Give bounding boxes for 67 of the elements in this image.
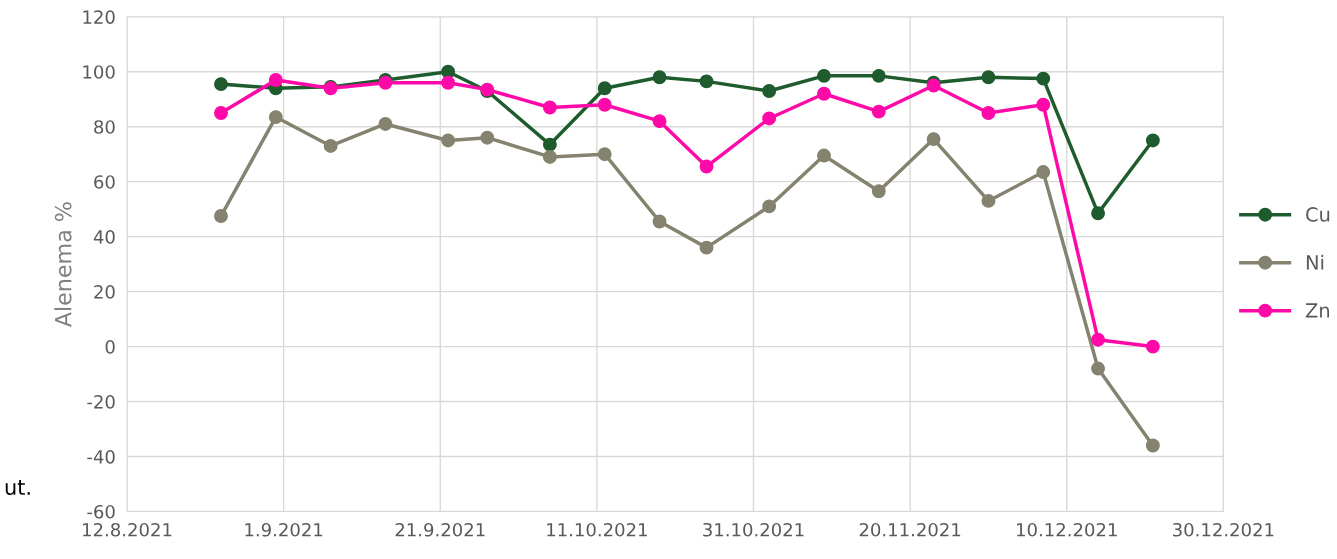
point: [871, 104, 886, 119]
point: [871, 68, 886, 83]
point: [981, 70, 996, 85]
x-tick-label: 30.12.2021: [1173, 522, 1274, 537]
x-tick-label: 1.9.2021: [245, 522, 323, 537]
y-tick-label: 0: [105, 340, 115, 354]
y-tick-label: 20: [94, 285, 115, 299]
point: [1145, 438, 1160, 453]
point: [652, 70, 667, 85]
y-tick-label: -60: [87, 504, 115, 519]
point: [323, 139, 338, 153]
y-tick-label: 60: [94, 175, 115, 189]
x-tick-label: 20.11.2021: [859, 522, 961, 537]
point: [762, 111, 777, 126]
point: [441, 133, 456, 148]
y-tick-label: 80: [94, 120, 115, 134]
point: [378, 117, 393, 131]
point: [981, 193, 996, 208]
point: [542, 137, 557, 152]
point: [1036, 165, 1051, 180]
point: [597, 81, 612, 96]
point: [1091, 206, 1106, 221]
x-tick-label: 10.12.2021: [1017, 522, 1117, 537]
point: [871, 184, 886, 199]
point: [542, 100, 557, 115]
point: [926, 132, 941, 147]
y-tick-label: 120: [83, 10, 115, 24]
point: [1036, 97, 1051, 112]
point: [214, 209, 228, 223]
point: [214, 106, 228, 120]
point: [597, 97, 612, 112]
point: [699, 74, 714, 89]
x-tick-label: 31.10.2021: [703, 522, 804, 537]
point: [652, 114, 667, 129]
point: [699, 159, 714, 174]
y-tick-label: -20: [87, 395, 115, 409]
x-tick-label: 11.10.2021: [547, 522, 647, 537]
legend-label: Ni: [1306, 254, 1324, 270]
point: [480, 130, 495, 145]
point: [441, 75, 456, 90]
point: [817, 148, 831, 163]
point: [1145, 339, 1160, 354]
point: [1091, 361, 1106, 376]
y-tick-label: 40: [93, 230, 115, 244]
point: [597, 147, 612, 162]
point: [762, 199, 777, 214]
y-tick-label: -40: [87, 449, 115, 464]
point: [1091, 332, 1106, 347]
point: [214, 77, 228, 92]
point: [542, 149, 557, 164]
y-tick-label: 100: [83, 65, 115, 79]
x-tick-label: 12.8.2021: [83, 522, 172, 537]
point: [817, 68, 831, 83]
text: ut.: [5, 480, 30, 496]
point: [981, 106, 996, 120]
x-tick-label: 21.9.2021: [395, 522, 485, 537]
point: [1145, 133, 1160, 148]
point: [652, 214, 667, 229]
point: [699, 240, 714, 255]
point: [268, 110, 283, 125]
y-axis-title: Alenema %: [54, 202, 72, 328]
legend-label: Cu: [1306, 207, 1330, 222]
point: [762, 84, 777, 98]
point: [268, 73, 283, 87]
point: [1036, 71, 1051, 86]
point: [817, 86, 831, 101]
legend-label: Zn: [1305, 303, 1330, 318]
